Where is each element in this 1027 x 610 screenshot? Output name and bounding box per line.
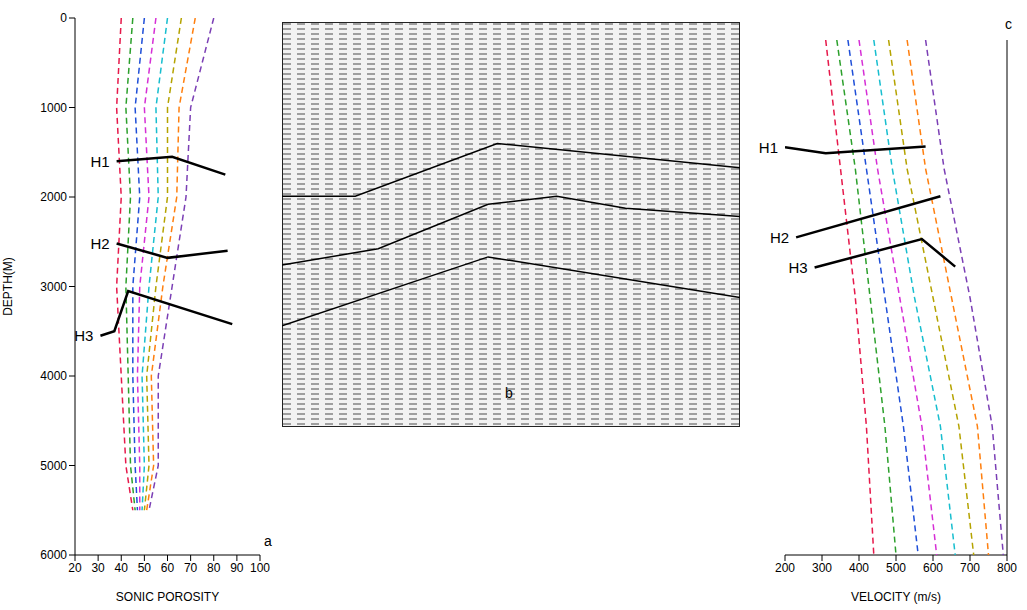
svg-text:H2: H2 [90, 235, 109, 252]
svg-text:H1: H1 [90, 153, 109, 170]
svg-text:SONIC POROSITY: SONIC POROSITY [116, 590, 219, 604]
svg-text:70: 70 [184, 561, 198, 575]
svg-text:H1: H1 [759, 139, 778, 156]
svg-text:5000: 5000 [40, 459, 67, 473]
svg-text:VELOCITY (m/s): VELOCITY (m/s) [851, 590, 941, 604]
svg-text:40: 40 [115, 561, 129, 575]
svg-text:4000: 4000 [40, 369, 67, 383]
svg-text:1000: 1000 [40, 101, 67, 115]
svg-text:400: 400 [849, 561, 869, 575]
svg-text:0: 0 [60, 11, 67, 25]
svg-text:H2: H2 [770, 229, 789, 246]
svg-text:DEPTH(M): DEPTH(M) [1, 257, 15, 316]
svg-text:100: 100 [250, 561, 270, 575]
svg-text:H3: H3 [74, 327, 93, 344]
svg-text:50: 50 [138, 561, 152, 575]
svg-text:800: 800 [997, 561, 1017, 575]
svg-text:90: 90 [230, 561, 244, 575]
svg-text:2000: 2000 [40, 190, 67, 204]
svg-text:60: 60 [161, 561, 175, 575]
svg-text:6000: 6000 [40, 548, 67, 562]
svg-text:300: 300 [812, 561, 832, 575]
svg-text:30: 30 [91, 561, 105, 575]
svg-text:80: 80 [207, 561, 221, 575]
svg-text:600: 600 [923, 561, 943, 575]
html-text:b: b [505, 385, 513, 401]
svg-text:200: 200 [775, 561, 795, 575]
svg-text:500: 500 [886, 561, 906, 575]
svg-text:20: 20 [68, 561, 82, 575]
html-text:a: a [264, 533, 272, 549]
svg-text:H3: H3 [788, 259, 807, 276]
html-text:c: c [1005, 16, 1012, 32]
svg-text:3000: 3000 [40, 280, 67, 294]
svg-text:700: 700 [960, 561, 980, 575]
